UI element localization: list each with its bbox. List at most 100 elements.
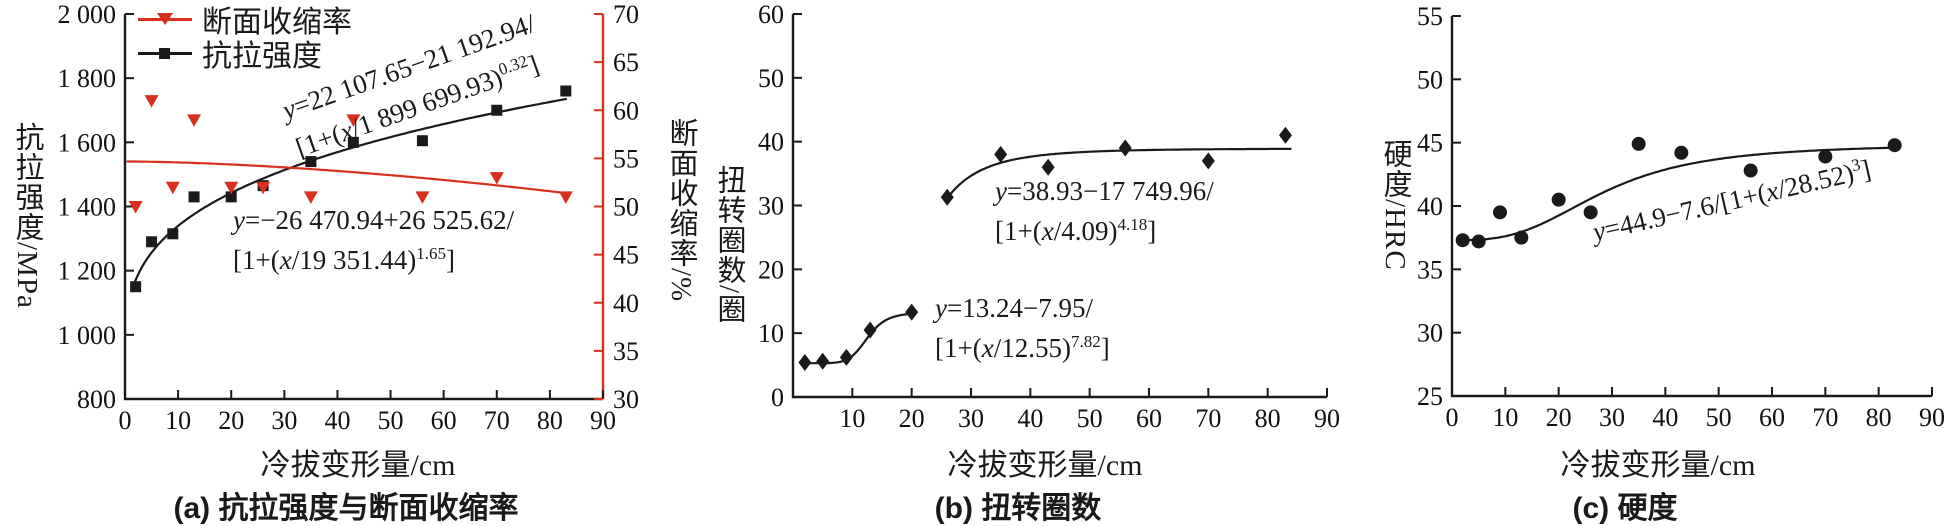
data-point-square — [225, 191, 237, 203]
y-tick-label: 1 400 — [58, 193, 117, 222]
y-axis-title-hardness: 硬度/HRC — [1379, 139, 1411, 271]
x-tick-label: 80 — [1866, 403, 1892, 432]
legend-entry-area: 断面收缩率 — [138, 2, 352, 39]
legend-swatch-area — [138, 8, 192, 30]
x-axis-title-chart-a: 冷拔变形量/cm — [260, 449, 456, 482]
y-tick-label: 0 — [771, 383, 784, 412]
y-tick-label: 1 200 — [58, 257, 117, 286]
data-point-diamond — [940, 188, 954, 206]
data-point-diamond — [798, 354, 812, 372]
data-point-diamond — [1201, 152, 1215, 170]
y2-tick-label: 50 — [613, 193, 639, 222]
data-point-square — [130, 281, 142, 293]
data-point-circle — [1818, 149, 1833, 164]
data-point-square — [188, 191, 200, 203]
data-point-diamond — [863, 321, 877, 339]
data-point-circle — [1674, 145, 1689, 160]
x-tick-label: 80 — [1255, 404, 1281, 433]
y-tick-label: 1 600 — [58, 128, 117, 157]
fit-curve — [802, 312, 916, 365]
x-tick-label: 0 — [1446, 403, 1459, 432]
data-point-circle — [1551, 192, 1566, 207]
x-tick-label: 20 — [218, 406, 244, 435]
y2-tick-label: 40 — [613, 289, 639, 318]
data-point-circle — [1493, 205, 1507, 220]
data-point-triangle — [303, 191, 318, 204]
x-tick-label: 90 — [1314, 404, 1340, 433]
data-point-diamond — [905, 303, 919, 321]
x-tick-label: 0 — [119, 406, 132, 435]
data-point-circle — [1455, 233, 1470, 248]
x-tick-label: 70 — [484, 406, 510, 435]
data-point-circle — [1743, 163, 1758, 178]
y-tick-label: 10 — [758, 319, 784, 348]
data-point-triangle — [415, 191, 430, 204]
data-point-square — [416, 135, 428, 147]
x-tick-label: 30 — [1599, 403, 1625, 432]
x-tick-label: 60 — [1759, 403, 1785, 432]
chart-b: 10 20 30 40 50 60 70 80 90 0 10 20 30 40 50 60 — [758, 0, 1340, 433]
x-tick-label: 60 — [431, 406, 457, 435]
x-tick-label: 70 — [1812, 403, 1838, 432]
caption-chart-c: (c) 硬度 — [1572, 492, 1678, 525]
equation-line: y=13.24−7.95/ — [935, 293, 1093, 323]
y-tick-label: 55 — [1417, 2, 1443, 31]
x-tick-label: 40 — [1652, 403, 1678, 432]
y2-tick-label: 35 — [613, 337, 639, 366]
y2-tick-label: 60 — [613, 96, 639, 125]
data-point-triangle — [224, 181, 239, 195]
y-tick-label: 30 — [1417, 319, 1443, 348]
y2-tick-label: 45 — [613, 241, 639, 270]
y-axis-title-torsion-turns: 扭转圈数/圈 — [713, 165, 745, 325]
data-point-circle — [1887, 138, 1902, 153]
equation-line: y=38.93−17 749.96/ — [995, 176, 1214, 206]
x-tick-label: 70 — [1195, 404, 1221, 433]
data-point-triangle — [558, 191, 573, 204]
chart-c: 0 10 20 30 40 50 60 70 80 90 25 30 35 40 45 50 55 — [1417, 2, 1944, 432]
caption-chart-a: (a) 抗拉强度与断面收缩率 — [173, 492, 519, 525]
x-tick-label: 50 — [378, 406, 404, 435]
x-tick-label: 60 — [1136, 404, 1162, 433]
data-point-square — [146, 236, 158, 248]
x-tick-label: 90 — [1919, 403, 1944, 432]
equation-line: y=−26 470.94+26 525.62/ — [233, 205, 515, 235]
legend-swatch-strength — [138, 42, 192, 64]
x-tick-label: 10 — [839, 404, 865, 433]
x-tick-label: 30 — [958, 404, 984, 433]
triangle-down-icon — [157, 13, 173, 25]
legend-label-area: 断面收缩率 — [202, 6, 352, 39]
y2-tick-label: 70 — [613, 0, 639, 29]
y-axis-title-tensile-strength: 抗拉强度/MPa — [11, 121, 43, 309]
data-point-square — [491, 104, 503, 116]
y-tick-label: 50 — [1417, 65, 1443, 94]
data-point-circle — [1583, 205, 1598, 220]
x-tick-label: 50 — [1706, 403, 1732, 432]
data-point-square — [560, 85, 572, 97]
y-tick-label: 1 000 — [58, 321, 117, 350]
data-point-square — [305, 156, 317, 168]
data-point-circle — [1631, 136, 1646, 151]
y-tick-label: 1 800 — [58, 64, 117, 93]
equation-line: [1+(x/12.55)7.82] — [935, 332, 1110, 363]
data-point-square — [167, 228, 179, 240]
y-tick-label: 800 — [77, 385, 116, 414]
equation-line: [1+(x/4.09)4.18] — [995, 215, 1157, 246]
y2-tick-label: 30 — [613, 385, 639, 414]
y-tick-label: 20 — [758, 255, 784, 284]
x-axis-title-chart-c: 冷拔变形量/cm — [1560, 449, 1756, 482]
x-tick-label: 20 — [1546, 403, 1572, 432]
data-point-diamond — [994, 145, 1008, 163]
y-tick-label: 30 — [758, 192, 784, 221]
data-point-square — [347, 136, 359, 148]
x-tick-label: 30 — [271, 406, 297, 435]
data-point-diamond — [1041, 158, 1055, 176]
data-point-triangle — [128, 201, 143, 214]
data-point-diamond — [839, 348, 853, 366]
fit-curve — [945, 147, 1292, 201]
data-point-triangle — [256, 181, 271, 195]
x-tick-label: 40 — [1017, 404, 1043, 433]
legend-label-strength: 抗拉强度 — [202, 40, 322, 73]
y-tick-label: 60 — [758, 0, 784, 29]
